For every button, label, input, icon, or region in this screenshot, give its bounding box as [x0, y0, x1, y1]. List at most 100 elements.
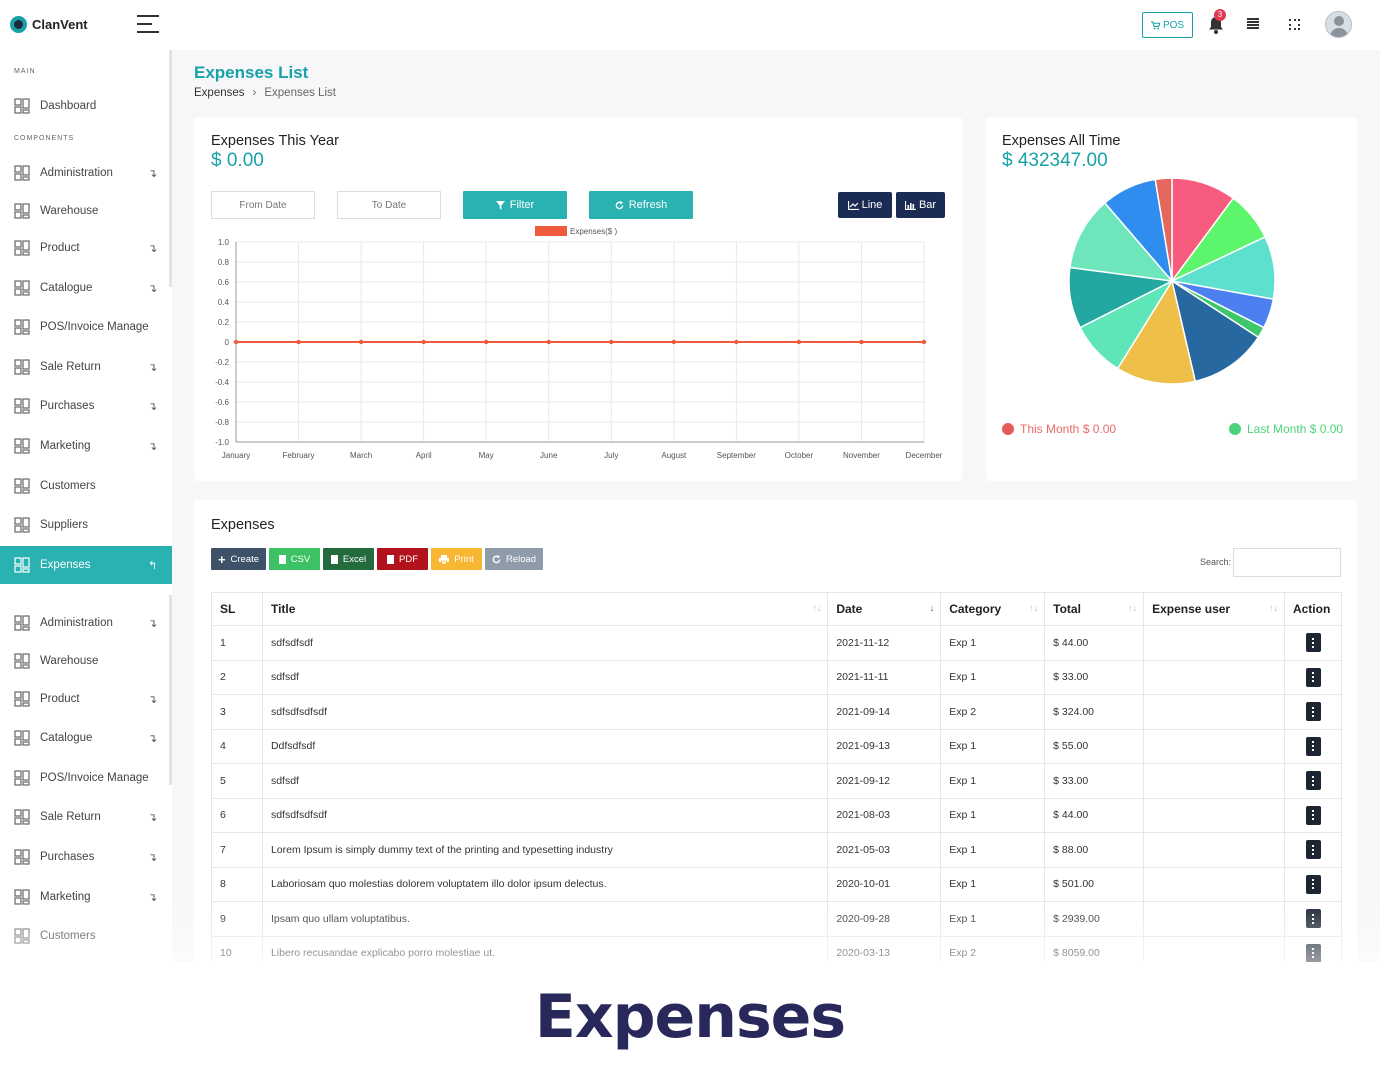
- sidebar-item-catalogue[interactable]: Catalogue ↴: [0, 719, 172, 757]
- sidebar-item-warehouse[interactable]: Warehouse: [0, 642, 172, 680]
- cell-sl: 6: [211, 797, 263, 833]
- sidebar-item-expenses[interactable]: Expenses ↰: [0, 546, 172, 584]
- bar-label: Bar: [918, 199, 937, 211]
- search-input[interactable]: [1233, 548, 1341, 577]
- admin-user-icon: [14, 615, 30, 631]
- sidebar-item-customers[interactable]: Customers: [0, 467, 172, 505]
- menu-toggle-icon[interactable]: [137, 15, 159, 33]
- pdf-button[interactable]: PDF: [377, 548, 428, 570]
- sidebar-item-marketing[interactable]: Marketing ↴: [0, 878, 172, 916]
- sidebar-item-label: Purchases: [40, 400, 95, 412]
- sidebar-item-marketing[interactable]: Marketing ↴: [0, 427, 172, 465]
- row-menu-button[interactable]: [1305, 736, 1321, 756]
- sidebar-item-sale-return[interactable]: Sale Return ↴: [0, 798, 172, 836]
- brand[interactable]: ClanVent: [10, 16, 88, 33]
- expenses-all-time-card: Expenses All Time $ 432347.00 This Month…: [986, 117, 1357, 481]
- sort-icon[interactable]: ↑↓: [812, 603, 822, 613]
- list-icon[interactable]: [1247, 18, 1259, 30]
- filter-button[interactable]: Filter: [463, 191, 567, 219]
- sidebar-scrollbar-lower[interactable]: [169, 595, 172, 785]
- sidebar-item-suppliers[interactable]: Suppliers: [0, 506, 172, 544]
- sidebar-item-administration[interactable]: Administration ↴: [0, 154, 172, 192]
- row-menu-button[interactable]: [1305, 667, 1321, 687]
- sidebar-item-purchases[interactable]: Purchases ↴: [0, 838, 172, 876]
- data-point: [609, 339, 614, 345]
- breadcrumb-parent[interactable]: Expenses: [194, 87, 245, 99]
- sidebar-item-pos-invoice-manage[interactable]: POS/Invoice Manage: [0, 759, 172, 797]
- row-menu-button[interactable]: [1305, 909, 1321, 929]
- sidebar-item-administration[interactable]: Administration ↴: [0, 604, 172, 642]
- sidebar-item-product[interactable]: Product ↴: [0, 680, 172, 718]
- chevron-icon: ↴: [148, 733, 158, 745]
- sidebar-item-purchases[interactable]: Purchases ↴: [0, 387, 172, 425]
- pos-label: POS: [1162, 19, 1185, 31]
- sidebar-item-dashboard[interactable]: Dashboard: [0, 87, 172, 125]
- y-tick-label: 0: [225, 338, 230, 347]
- col-expense-user[interactable]: Expense user ↑↓: [1143, 592, 1285, 626]
- print-button[interactable]: Print: [431, 548, 482, 570]
- avatar[interactable]: [1325, 11, 1352, 38]
- file-pdf-icon: [387, 554, 394, 564]
- sidebar-item-customers[interactable]: Customers: [0, 917, 172, 955]
- row-menu-button[interactable]: [1305, 702, 1321, 722]
- cell-sl: 9: [211, 901, 263, 937]
- sidebar-item-warehouse[interactable]: Warehouse: [0, 192, 172, 230]
- breadcrumb-current: Expenses List: [264, 87, 336, 99]
- sidebar-item-label: POS/Invoice Manage: [40, 772, 149, 784]
- row-menu-button[interactable]: [1305, 633, 1321, 653]
- bar-chart-button[interactable]: Bar: [896, 192, 945, 218]
- sidebar-item-product[interactable]: Product ↴: [0, 229, 172, 267]
- refresh-button[interactable]: Refresh: [589, 191, 693, 219]
- reload-button[interactable]: Reload: [485, 548, 543, 570]
- row-menu-button[interactable]: [1305, 771, 1321, 791]
- col-sl[interactable]: SL: [211, 592, 263, 626]
- sidebar-item-catalogue[interactable]: Catalogue ↴: [0, 269, 172, 307]
- sale-return-icon: [14, 359, 30, 375]
- sidebar-item-label: Marketing: [40, 891, 91, 903]
- expenses-table-heading: Expenses: [211, 517, 275, 533]
- cell-action: [1283, 728, 1343, 764]
- row-menu-button[interactable]: [1305, 874, 1321, 894]
- cell-category: Exp 1: [940, 901, 1046, 937]
- data-point: [546, 339, 551, 345]
- cell-total: $ 8059.00: [1044, 935, 1145, 962]
- sidebar-scrollbar[interactable]: [169, 50, 172, 287]
- sidebar-item-label: Product: [40, 242, 80, 254]
- pos-button[interactable]: POS: [1142, 12, 1193, 38]
- cell-date: 2020-09-28: [827, 901, 942, 937]
- row-menu-button[interactable]: [1305, 805, 1321, 825]
- col-total[interactable]: Total ↑↓: [1044, 592, 1145, 626]
- col-date[interactable]: Date ↓: [827, 592, 942, 626]
- excel-button[interactable]: Excel: [323, 548, 374, 570]
- create-label: Create: [230, 553, 260, 565]
- sidebar-item-label: Customers: [40, 930, 96, 942]
- sort-icon[interactable]: ↑↓: [1128, 603, 1138, 613]
- chevron-icon: ↰: [148, 560, 158, 572]
- chevron-icon: ↴: [148, 168, 158, 180]
- x-tick-label: December: [906, 451, 943, 460]
- create-button[interactable]: + Create: [211, 548, 266, 570]
- fullscreen-icon[interactable]: [1289, 19, 1300, 30]
- product-icon: [14, 691, 30, 707]
- sort-icon[interactable]: ↑↓: [1029, 603, 1039, 613]
- sidebar-item-sale-return[interactable]: Sale Return ↴: [0, 348, 172, 386]
- refresh-label: Refresh: [628, 199, 668, 211]
- from-date-input[interactable]: From Date: [211, 191, 315, 219]
- sort-icon[interactable]: ↑↓: [1268, 603, 1278, 613]
- row-menu-button[interactable]: [1305, 840, 1321, 860]
- page-title: Expenses List: [194, 63, 309, 82]
- csv-button[interactable]: CSV: [269, 548, 320, 570]
- cell-category: Exp 1: [940, 728, 1046, 764]
- sort-desc-icon[interactable]: ↓: [929, 603, 935, 613]
- cell-title: Ddfsdfsdf: [261, 728, 829, 764]
- col-title[interactable]: Title ↑↓: [261, 592, 829, 626]
- sidebar-item-label: Administration: [40, 167, 113, 179]
- customers-icon: [14, 478, 30, 494]
- line-chart-button[interactable]: Line: [838, 192, 892, 218]
- sidebar-item-pos-invoice-manage[interactable]: POS/Invoice Manage: [0, 308, 172, 346]
- alltime-card-title: Expenses All Time: [1002, 133, 1121, 149]
- col-category[interactable]: Category ↑↓: [940, 592, 1046, 626]
- csv-label: CSV: [290, 553, 311, 565]
- row-menu-button[interactable]: [1305, 943, 1321, 962]
- to-date-input[interactable]: To Date: [337, 191, 441, 219]
